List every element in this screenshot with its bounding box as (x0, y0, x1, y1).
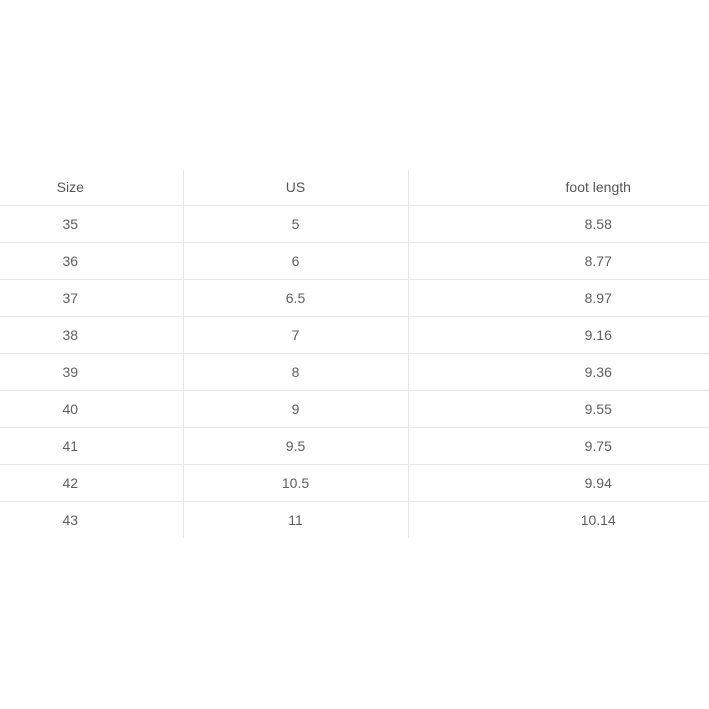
size-chart-table: Size US foot length 35 5 8.58 36 6 8.77 37 6.5 8.9… (0, 170, 709, 538)
size-chart-head: Size US foot length (0, 170, 709, 206)
size-chart-body: 35 5 8.58 36 6 8.77 37 6.5 8.97 38 7 9.16 39 8 9.36 40 9… (0, 205, 709, 538)
table-cell: 9.55 (407, 390, 709, 428)
table-cell: 9 (182, 390, 408, 428)
table-cell: 38 (0, 316, 183, 354)
table-cell: 39 (0, 353, 183, 391)
table-cell: 35 (0, 205, 183, 243)
table-cell: 5 (182, 205, 408, 243)
table-cell: 9.5 (182, 427, 408, 465)
table-row: 39 8 9.36 (0, 353, 709, 391)
table-cell: 9.75 (407, 427, 709, 465)
table-cell: 43 (62, 511, 79, 528)
table-cell: 9.16 (407, 316, 709, 354)
table-cell: 8 (182, 353, 408, 391)
table-row: 35 5 8.58 (0, 205, 709, 243)
table-cell: 11 (182, 501, 408, 538)
table-cell: 10.14 (407, 501, 709, 538)
table-cell: 8.97 (407, 279, 709, 317)
table-row: 36 6 8.77 (0, 242, 709, 280)
table-cell: 36 (0, 242, 183, 280)
column-header: US (182, 170, 408, 206)
table-cell: 8.58 (407, 205, 709, 243)
header-row: Size US foot length (0, 170, 709, 206)
table-row: 41 9.5 9.75 (0, 427, 709, 465)
table-cell: 40 (0, 390, 183, 428)
table-row: 40 9 9.55 (0, 390, 709, 428)
table-row: 37 6.5 8.97 (0, 279, 709, 317)
table-cell: 6 (182, 242, 408, 280)
column-header: foot length (407, 170, 709, 206)
table-cell: 9.36 (407, 353, 709, 391)
table-cell: 41 (0, 427, 183, 465)
table-cell: 6.5 (182, 279, 408, 317)
table-cell: 9.94 (407, 464, 709, 502)
table-cell: 10.5 (182, 464, 408, 502)
table-row: 42 10.5 9.94 (0, 464, 709, 502)
table-row: 43 11 10.14 (0, 501, 709, 538)
column-header: Size (0, 170, 183, 206)
table-cell: 8.77 (407, 242, 709, 280)
table-row: 38 7 9.16 (0, 316, 709, 354)
table-cell: 37 (0, 279, 183, 317)
table-cell: 42 (0, 464, 183, 502)
table-cell: 7 (182, 316, 408, 354)
